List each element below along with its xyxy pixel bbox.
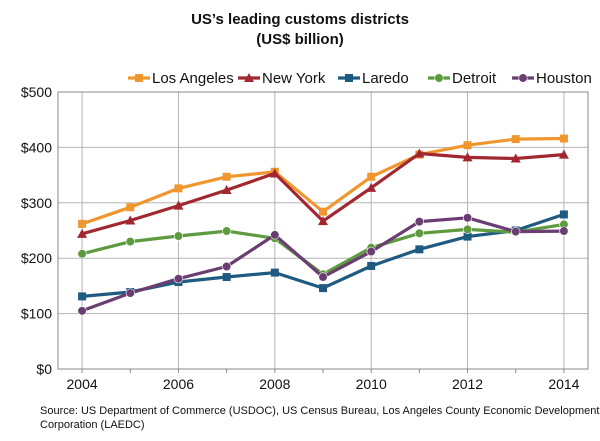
laredo-point <box>319 284 327 293</box>
new-york-point <box>125 215 136 225</box>
los-angeles-point <box>222 172 231 181</box>
new-york-point <box>462 152 473 162</box>
x-tick-label: 2014 <box>548 376 579 392</box>
legend-label: Detroit <box>452 70 497 87</box>
houston-point <box>173 274 184 284</box>
series-line-laredo <box>81 212 565 298</box>
legend-label: Houston <box>536 70 592 87</box>
source-note: Source: US Department of Commerce (USDOC… <box>40 405 600 431</box>
new-york-point <box>366 182 377 192</box>
detroit-point <box>414 228 424 238</box>
axes: $0 $100 $200 $300 $400 $500 2004 2006 2008 2010 20… <box>21 84 589 392</box>
source-line-2: Corporation (LAEDC) <box>40 419 145 431</box>
legend-label: New York <box>262 70 326 87</box>
y-tick-label: $200 <box>21 250 52 266</box>
legend-label: Los Angeles <box>152 70 234 87</box>
chart-title: US’s leading customs districts <box>191 11 409 28</box>
legend-item-los-angeles: Los Angeles <box>128 70 234 87</box>
legend-laredo-point <box>345 74 353 82</box>
series-lines <box>77 134 569 316</box>
legend-los-angeles-point <box>135 74 143 82</box>
los-angeles-point <box>367 172 376 181</box>
laredo-point <box>78 292 87 301</box>
detroit-point <box>173 231 184 241</box>
houston-point <box>222 261 232 272</box>
y-tick-label: $400 <box>21 139 52 155</box>
houston-point <box>366 246 376 257</box>
legend: Los Angeles New York Laredo Detroit Houston <box>128 70 592 87</box>
laredo-point <box>559 210 568 219</box>
x-tick-label: 2006 <box>163 376 194 392</box>
legend-item-laredo: Laredo <box>338 70 409 87</box>
laredo-point <box>270 268 279 277</box>
laredo-point <box>415 245 424 254</box>
los-angeles-point <box>126 203 135 212</box>
los-angeles-point <box>78 219 87 228</box>
series-line-detroit <box>81 222 565 276</box>
new-york-point <box>173 200 184 210</box>
legend-detroit-point <box>434 73 444 83</box>
new-york-point <box>318 216 328 226</box>
x-tick-label: 2012 <box>452 376 483 392</box>
y-tick-label: $100 <box>21 306 52 322</box>
los-angeles-point <box>511 135 520 144</box>
houston-point <box>414 217 424 227</box>
y-tick-label: $0 <box>36 361 52 377</box>
legend-item-houston: Houston <box>512 70 592 87</box>
source-line-1: Source: US Department of Commerce (USDOC… <box>40 405 599 417</box>
houston-point <box>511 227 521 237</box>
los-angeles-point <box>319 207 327 216</box>
los-angeles-point <box>559 134 568 143</box>
series-detroit <box>77 219 569 279</box>
houston-point <box>318 272 328 282</box>
legend-houston-point <box>518 73 528 83</box>
new-york-point <box>558 149 569 159</box>
houston-point <box>77 306 87 316</box>
legend-label: Laredo <box>362 70 409 87</box>
series-houston <box>77 213 569 316</box>
new-york-point <box>269 168 280 178</box>
los-angeles-point <box>174 184 183 193</box>
detroit-point <box>222 226 232 236</box>
legend-item-new-york: New York <box>238 70 326 87</box>
houston-point <box>559 226 569 236</box>
laredo-point <box>367 261 376 270</box>
x-tick-label: 2010 <box>356 376 387 392</box>
legend-item-detroit: Detroit <box>428 70 497 87</box>
chart-subtitle: (US$ billion) <box>256 31 344 48</box>
laredo-point <box>463 232 472 241</box>
detroit-point <box>125 236 135 247</box>
houston-point <box>125 288 135 298</box>
houston-point <box>462 213 473 223</box>
x-tick-label: 2004 <box>67 376 98 392</box>
laredo-point <box>222 273 231 282</box>
y-tick-label: $300 <box>21 195 52 211</box>
new-york-point <box>77 228 88 238</box>
new-york-point <box>414 148 425 158</box>
los-angeles-point <box>463 141 472 150</box>
y-tick-label: $500 <box>21 84 52 100</box>
series-new-york <box>77 148 569 238</box>
new-york-point <box>510 153 521 163</box>
x-tick-label: 2008 <box>259 376 290 392</box>
houston-point <box>270 230 280 240</box>
detroit-point <box>462 224 473 234</box>
detroit-point <box>77 249 87 259</box>
new-york-point <box>221 185 232 195</box>
legend-new-york-point <box>244 73 254 82</box>
